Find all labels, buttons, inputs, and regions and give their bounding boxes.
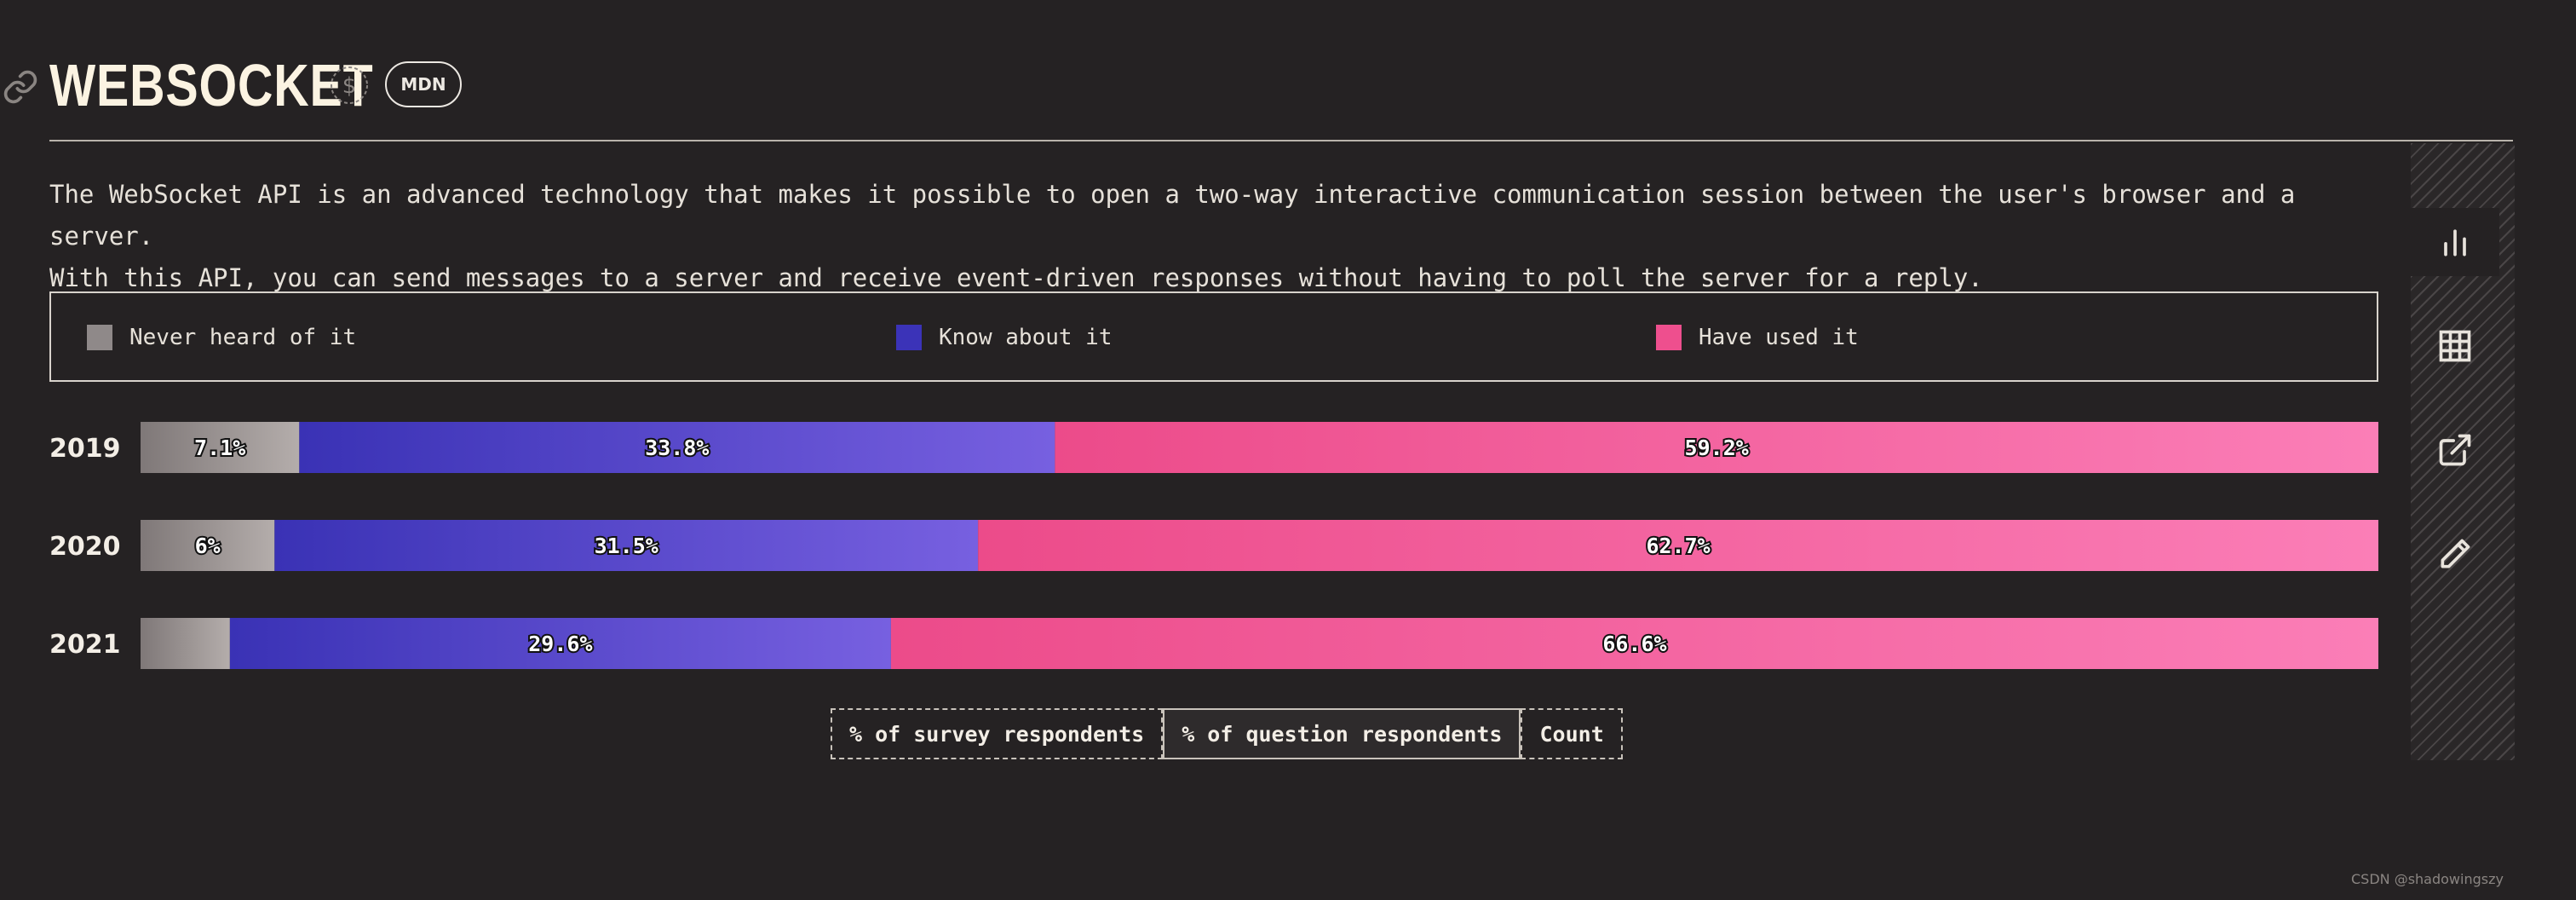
data-label-have-used-2021: 66.6% [1602, 632, 1666, 656]
legend-label-know-about: Know about it [939, 325, 1113, 350]
year-label: 2021 [49, 630, 121, 660]
legend-swatch-know-about [896, 325, 922, 350]
chart-tab[interactable] [2411, 208, 2499, 276]
data-label-never-heard-2020: 6% [195, 534, 221, 558]
data-label-know-about-2021: 29.6% [528, 632, 592, 656]
bar-have-used-2020[interactable] [978, 520, 2378, 571]
unit-question-respondents-button[interactable]: % of question respondents [1163, 708, 1521, 759]
share-tab[interactable] [2411, 416, 2499, 484]
table-tab[interactable] [2411, 312, 2499, 380]
data-label-never-heard-2019: 7.1% [194, 436, 245, 460]
svg-text:$: $ [342, 73, 357, 99]
chart-legend: Never heard of it Know about it Have use… [49, 291, 2378, 382]
bar-know-about-2021[interactable] [229, 618, 891, 669]
bar-know-about-2020[interactable] [274, 520, 979, 571]
legend-swatch-have-used [1656, 325, 1682, 350]
chart-icon [2444, 229, 2466, 257]
unit-count-button[interactable]: Count [1521, 708, 1623, 759]
bar-never-heard-2021[interactable] [141, 618, 230, 669]
bar-never-heard-2019[interactable] [141, 422, 300, 473]
unit-toggle: % of survey respondents % of question re… [831, 708, 1623, 759]
bar-have-used-2021[interactable] [890, 618, 2378, 669]
legend-label-have-used: Have used it [1699, 325, 1859, 350]
data-label-know-about-2020: 31.5% [595, 534, 658, 558]
unit-survey-respondents-button[interactable]: % of survey respondents [831, 708, 1164, 759]
share-icon [2439, 434, 2471, 466]
mdn-link-badge[interactable]: MDN [385, 61, 462, 107]
data-label-have-used-2020: 62.7% [1646, 534, 1710, 558]
legend-label-never-heard: Never heard of it [129, 325, 357, 350]
data-label-have-used-2019: 59.2% [1685, 436, 1749, 460]
watermark: CSDN @shadowingszy [2351, 871, 2504, 887]
header-divider [49, 140, 2513, 141]
year-label: 2020 [49, 532, 121, 562]
edit-icon [2441, 539, 2470, 568]
link-icon[interactable] [2, 68, 39, 106]
legend-swatch-never-heard [87, 325, 112, 350]
legend-item-never-heard[interactable]: Never heard of it [87, 324, 356, 351]
bar-know-about-2019[interactable] [299, 422, 1055, 473]
data-label-know-about-2019: 33.8% [645, 436, 709, 460]
block-sidebar [2411, 143, 2515, 760]
page-title: WEBSOCKET [49, 52, 374, 118]
year-label: 2019 [49, 434, 121, 464]
table-icon [2439, 330, 2471, 362]
legend-item-have-used[interactable]: Have used it [1656, 324, 1859, 351]
bar-never-heard-2020[interactable] [141, 520, 275, 571]
legend-item-know-about[interactable]: Know about it [896, 324, 1113, 351]
feature-description: The WebSocket API is an advanced technol… [49, 180, 2296, 292]
bar-have-used-2019[interactable] [1055, 422, 2378, 473]
dollar-icon: $ [331, 66, 368, 104]
edit-tab[interactable] [2411, 520, 2499, 588]
